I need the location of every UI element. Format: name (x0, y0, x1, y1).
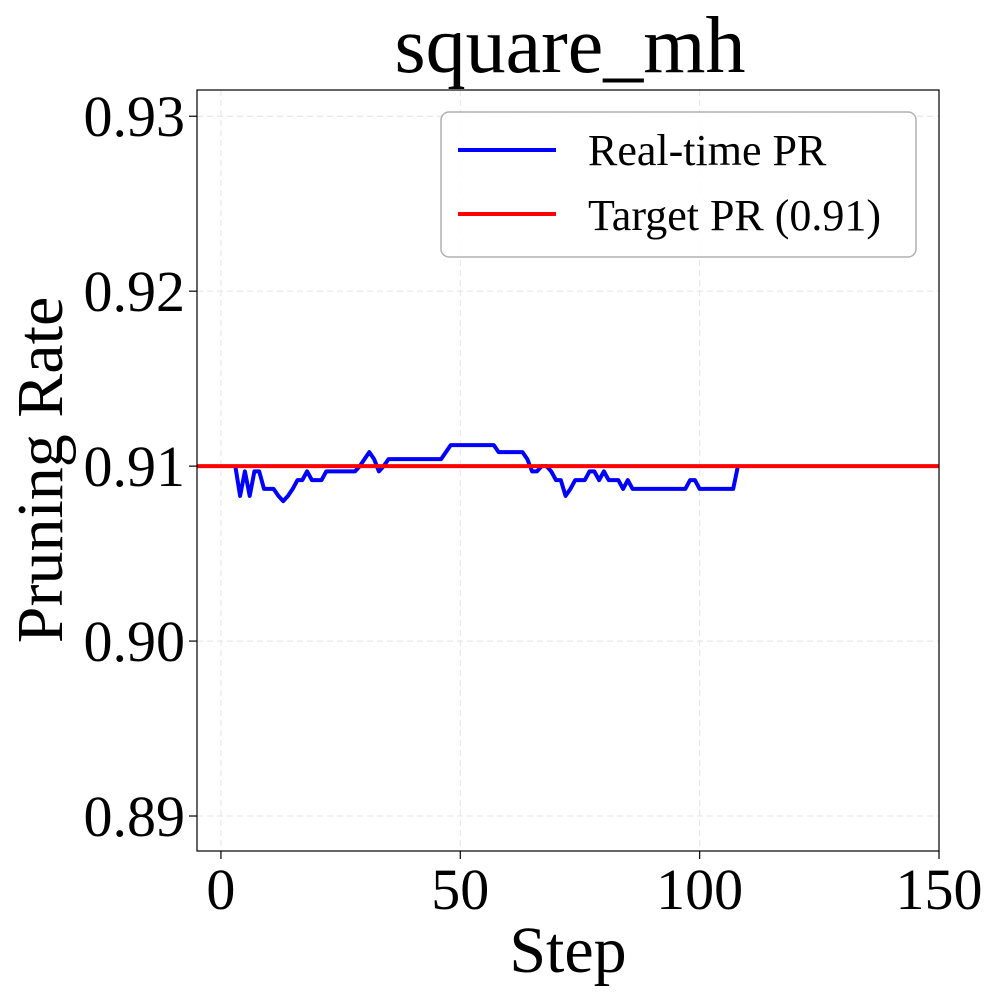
y-tick-label: 0.89 (84, 784, 186, 849)
tick-layer: 0 50 100 150 0.89 0.90 0.91 0.92 0.93 (84, 84, 983, 922)
plot-frame (196, 89, 940, 852)
y-tick-label: 0.90 (84, 609, 186, 674)
y-tick-label: 0.93 (84, 84, 186, 149)
legend-box (440, 111, 917, 258)
series-layer (197, 443, 939, 504)
y-tick-label: 0.91 (84, 434, 186, 499)
legend: Real-time PR Target PR (0.91) (440, 111, 917, 258)
legend-label-real-time-pr: Real-time PR (588, 126, 827, 175)
x-axis-label: Step (509, 914, 626, 987)
series-line-real-time-pr (233, 443, 740, 504)
legend-label-target-pr: Target PR (0.91) (588, 191, 881, 240)
y-tick-label: 0.92 (84, 259, 186, 324)
x-tick-label: 100 (656, 857, 743, 922)
x-tick-label: 50 (431, 857, 489, 922)
x-tick-label: 150 (896, 857, 983, 922)
x-tick-label: 0 (206, 857, 235, 922)
chart-title: square_mh (394, 2, 745, 90)
y-axis-label: Pruning Rate (4, 297, 77, 643)
